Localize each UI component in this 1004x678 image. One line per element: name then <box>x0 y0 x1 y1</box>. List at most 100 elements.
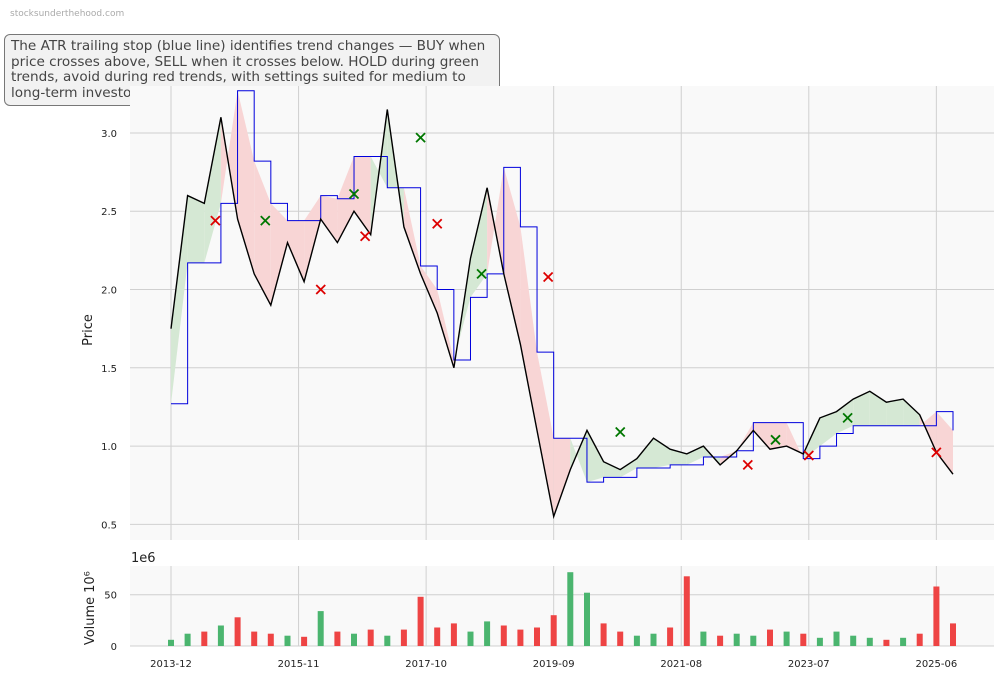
bull-trend-fill <box>686 446 704 465</box>
bear-trend-fill <box>220 90 238 220</box>
bull-trend-fill <box>653 438 671 468</box>
price-tick-label: 1.0 <box>101 442 117 453</box>
bear-trend-fill <box>403 187 421 274</box>
price-tick-label: 0.5 <box>101 520 117 531</box>
volume-bar <box>217 625 224 646</box>
volume-bar <box>767 629 773 646</box>
volume-bar <box>450 623 457 646</box>
x-tick-label: 2017-10 <box>405 659 447 670</box>
sell-signal-marker <box>432 218 443 229</box>
buy-signal-marker <box>770 434 781 445</box>
bear-trend-fill <box>736 422 754 451</box>
bull-trend-fill <box>570 430 587 483</box>
bull-trend-fill <box>620 458 637 478</box>
bear-trend-fill <box>520 226 537 431</box>
volume-bar <box>800 633 807 646</box>
bear-trend-fill <box>237 90 255 274</box>
volume-bar <box>783 631 790 646</box>
volume-bar <box>284 635 291 646</box>
bull-trend-fill <box>204 117 221 263</box>
signal-markers <box>210 132 942 470</box>
volume-bar <box>717 635 724 646</box>
volume-bar <box>850 635 857 646</box>
sell-signal-marker <box>931 447 942 458</box>
volume-bar <box>267 633 274 646</box>
volume-exponent-label: 10⁶ <box>83 571 98 593</box>
price-tick-label: 2.5 <box>101 207 117 218</box>
bear-trend-fill <box>254 161 271 306</box>
volume-bar <box>467 631 474 646</box>
price-tick-label: 3.0 <box>101 129 117 140</box>
volume-bar <box>617 631 624 646</box>
bull-trend-fill <box>886 399 904 426</box>
volume-bar <box>866 637 873 646</box>
bear-trend-fill <box>304 195 321 282</box>
volume-tick-label: 0 <box>111 642 117 653</box>
bear-trend-fill <box>337 156 354 243</box>
bear-trend-fill <box>354 156 371 235</box>
volume-bar <box>500 625 507 646</box>
bear-trend-fill <box>553 438 571 517</box>
volume-bar <box>700 631 707 646</box>
volume-bar <box>584 592 590 646</box>
bull-trend-fill <box>853 391 870 426</box>
volume-bar <box>517 629 524 646</box>
bull-trend-fill <box>470 187 488 298</box>
bull-trend-fill <box>903 399 920 426</box>
volume-bar <box>317 611 324 646</box>
buy-signal-marker <box>260 215 271 226</box>
volume-bar <box>900 637 907 646</box>
bear-trend-fill <box>537 352 554 517</box>
volume-axis-label: Volume <box>83 597 98 645</box>
volume-bar <box>367 629 374 646</box>
volume-bar <box>567 572 574 646</box>
bull-trend-fill <box>603 461 621 478</box>
series-lines <box>170 90 954 520</box>
volume-bar <box>484 621 491 646</box>
atr-stop-line <box>171 90 954 483</box>
volume-bar <box>816 637 823 646</box>
volume-bar <box>400 629 407 646</box>
sell-signal-marker <box>542 271 554 283</box>
x-tick-label: 2021-08 <box>660 659 702 670</box>
volume-bar <box>550 615 557 646</box>
price-axis-label: Price <box>81 314 96 346</box>
volume-bar <box>633 635 640 646</box>
x-tick-label: 2025-06 <box>915 659 957 670</box>
bear-trend-fill <box>437 289 454 368</box>
buy-signal-marker <box>348 188 360 200</box>
bull-trend-fill <box>587 430 604 483</box>
volume-bar <box>833 631 840 646</box>
volume-bars <box>168 572 956 646</box>
volume-bar <box>334 631 341 646</box>
volume-bar <box>916 633 923 646</box>
x-tick-label: 2023-07 <box>788 659 830 670</box>
buy-signal-marker <box>415 132 426 143</box>
volume-bar <box>950 623 956 646</box>
x-tick-label: 2013-12 <box>150 659 192 670</box>
bear-trend-fill <box>287 220 305 282</box>
volume-bar <box>201 631 208 646</box>
sell-signal-marker <box>210 215 221 226</box>
bear-trend-fill <box>753 422 770 450</box>
sell-signal-marker <box>315 284 326 295</box>
volume-tick-label: 50 <box>104 591 117 602</box>
volume-bar <box>184 633 191 646</box>
volume-bar <box>234 617 241 646</box>
x-tick-label: 2015-11 <box>278 659 320 670</box>
price-line <box>170 109 954 520</box>
watermark: stocksunderthehood.com <box>10 9 125 19</box>
volume-bar <box>667 627 674 646</box>
bear-trend-fill <box>487 167 504 274</box>
bear-trend-fill <box>270 203 288 306</box>
bear-trend-fill <box>420 266 438 313</box>
volume-bar <box>933 586 940 646</box>
volume-bar <box>534 627 540 646</box>
bear-trend-fill <box>936 411 953 475</box>
volume-bar <box>351 633 357 646</box>
price-tick-label: 2.0 <box>101 286 117 297</box>
volume-bar <box>883 639 890 646</box>
volume-bar <box>417 596 424 646</box>
sell-signal-marker <box>803 450 814 461</box>
